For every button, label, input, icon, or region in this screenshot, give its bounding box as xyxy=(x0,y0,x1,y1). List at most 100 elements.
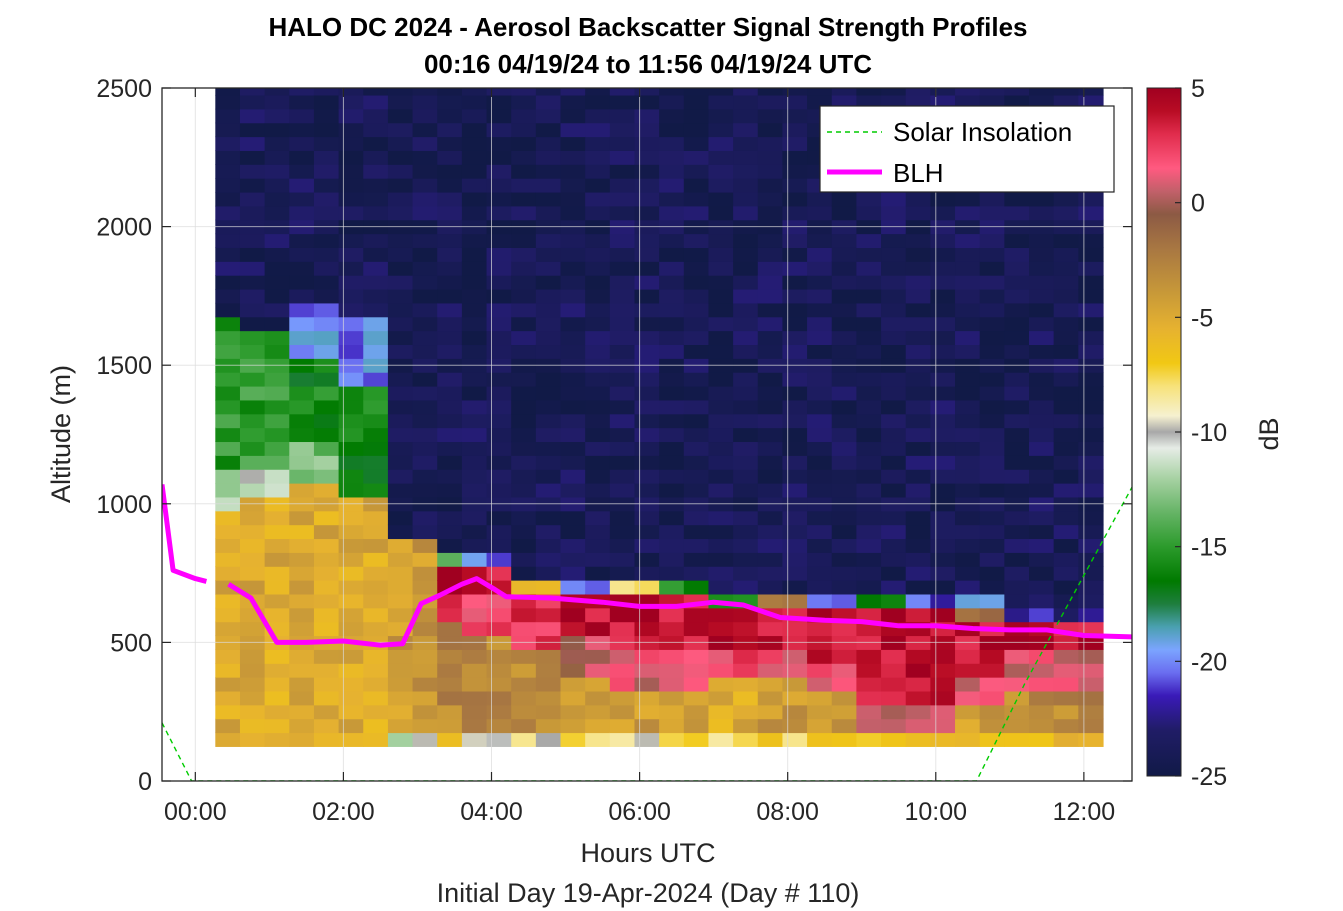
heatmap-cell xyxy=(486,150,512,165)
heatmap-cell xyxy=(387,302,414,318)
heatmap-cell xyxy=(634,302,660,318)
heatmap-cell xyxy=(289,413,315,429)
heatmap-cell xyxy=(264,164,290,179)
heatmap-cell xyxy=(955,607,981,623)
heatmap-cell xyxy=(979,441,1005,456)
heatmap-cell xyxy=(511,288,537,304)
heatmap-cell xyxy=(782,178,808,193)
heatmap-cell xyxy=(1029,261,1055,276)
heatmap-cell xyxy=(807,330,833,346)
heatmap-cell xyxy=(585,510,611,526)
heatmap-cell xyxy=(239,469,266,484)
heatmap-cell xyxy=(683,413,710,429)
heatmap-cell xyxy=(560,566,586,581)
heatmap-cell xyxy=(930,690,956,706)
heatmap-cell xyxy=(511,399,537,415)
heatmap-cell xyxy=(585,247,611,262)
heatmap-cell xyxy=(1004,580,1030,595)
heatmap-cell xyxy=(338,677,364,692)
heatmap-cell xyxy=(313,288,340,304)
heatmap-cell xyxy=(560,469,586,484)
heatmap-cell xyxy=(239,150,266,165)
heatmap-cell xyxy=(659,649,685,664)
heatmap-cell xyxy=(905,302,931,318)
heatmap-cell xyxy=(733,510,759,526)
heatmap-cell xyxy=(363,372,389,387)
heatmap-cell xyxy=(313,261,340,276)
heatmap-cell xyxy=(387,275,414,290)
heatmap-cell xyxy=(659,191,685,207)
heatmap-cell xyxy=(782,316,808,332)
heatmap-cell xyxy=(1004,690,1030,706)
heatmap-cell xyxy=(289,164,315,179)
colorbar-tick-label: 5 xyxy=(1191,75,1205,103)
heatmap-cell xyxy=(387,178,414,193)
heatmap-cell xyxy=(486,275,512,290)
heatmap-cell xyxy=(313,580,340,595)
heatmap-cell xyxy=(979,607,1005,623)
heatmap-cell xyxy=(412,275,438,290)
series-lines xyxy=(162,484,1132,781)
heatmap-cell xyxy=(387,399,414,415)
heatmap-cell xyxy=(338,441,364,456)
heatmap-cell xyxy=(412,247,438,262)
heatmap-cell xyxy=(215,275,241,290)
heatmap-cell xyxy=(659,261,685,276)
heatmap-cell xyxy=(1078,690,1104,706)
heatmap-cell xyxy=(215,288,241,304)
heatmap-cell xyxy=(881,510,907,526)
heatmap-cell xyxy=(289,330,315,346)
heatmap-cell xyxy=(609,649,636,664)
heatmap-cell xyxy=(338,621,364,637)
heatmap-cell xyxy=(609,552,636,567)
heatmap-cell xyxy=(831,677,858,692)
heatmap-cell xyxy=(683,538,710,553)
heatmap-cell xyxy=(264,275,290,290)
heatmap-cell xyxy=(683,385,710,401)
heatmap-cell xyxy=(659,469,685,484)
heatmap-cell xyxy=(757,88,784,96)
heatmap-cell xyxy=(856,649,882,664)
heatmap-cell xyxy=(1004,247,1030,262)
heatmap-cell xyxy=(363,580,389,595)
heatmap-cell xyxy=(979,302,1005,318)
heatmap-cell xyxy=(831,191,858,207)
heatmap-cell xyxy=(831,690,858,706)
heatmap-cell xyxy=(807,233,833,248)
heatmap-cell xyxy=(659,732,685,747)
x-tick-label: 08:00 xyxy=(756,798,819,826)
heatmap-cell xyxy=(585,566,611,581)
heatmap-cell xyxy=(782,413,808,429)
heatmap-cell xyxy=(437,330,463,346)
heatmap-cell xyxy=(609,718,636,734)
heatmap-cell xyxy=(338,88,364,96)
heatmap-cell xyxy=(733,372,759,387)
heatmap-cell xyxy=(511,469,537,484)
heatmap-cell xyxy=(215,178,241,193)
heatmap-cell xyxy=(733,316,759,332)
heatmap-cell xyxy=(338,247,364,262)
heatmap-cell xyxy=(585,580,611,595)
heatmap-cell xyxy=(289,233,315,248)
heatmap-cell xyxy=(363,649,389,664)
heatmap-cell xyxy=(782,469,808,484)
heatmap-cell xyxy=(757,344,784,359)
heatmap-cell xyxy=(856,690,882,706)
heatmap-cell xyxy=(782,399,808,415)
heatmap-cell xyxy=(560,510,586,526)
heatmap-cell xyxy=(486,677,512,692)
heatmap-cell xyxy=(1029,607,1055,623)
heatmap-cell xyxy=(708,385,734,401)
heatmap-cell xyxy=(313,593,340,609)
heatmap-cell xyxy=(387,510,414,526)
heatmap-cell xyxy=(1078,261,1104,276)
heatmap-cell xyxy=(511,261,537,276)
heatmap-cell xyxy=(535,718,562,734)
heatmap-cell xyxy=(881,483,907,498)
heatmap-cell xyxy=(609,455,636,470)
heatmap-cell xyxy=(1078,88,1104,96)
heatmap-cell xyxy=(585,441,611,456)
heatmap-cell xyxy=(338,524,364,540)
heatmap-cell xyxy=(437,677,463,692)
heatmap-cell xyxy=(486,427,512,443)
